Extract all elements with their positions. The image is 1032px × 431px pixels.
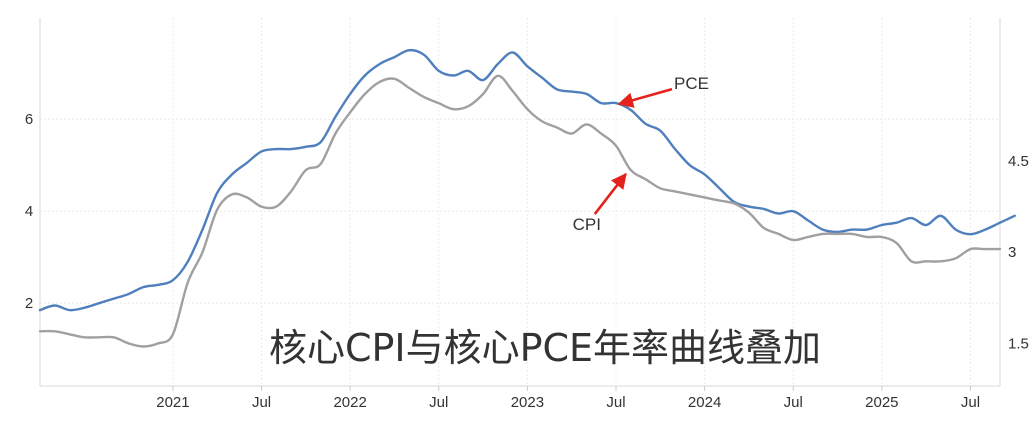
x-tick-label: Jul — [784, 394, 803, 411]
y-left-tick-label: 4 — [25, 203, 33, 220]
annotation-arrow-pce — [617, 87, 673, 108]
annotation-label-pce: PCE — [674, 74, 709, 93]
y-left-tick-label: 6 — [25, 111, 33, 128]
x-tick-label: 2025 — [865, 394, 898, 411]
annotation-arrow-cpi — [593, 172, 627, 215]
series-line-pce — [38, 48, 1016, 312]
x-tick-label: 2023 — [511, 394, 544, 411]
annotation-label-cpi: CPI — [573, 215, 601, 234]
x-tick-label: 2021 — [156, 394, 189, 411]
series-line-cpi — [38, 74, 1002, 348]
axes: 2021 Jul 2022 Jul 2023 Jul 2024 Jul 2025 Jul 2 4 6 1.… — [25, 18, 1029, 411]
y-right-tick-label: 3 — [1008, 244, 1016, 261]
x-tick-label: 2024 — [688, 394, 721, 411]
chart-title: 核心CPI与核心PCE年率曲线叠加 — [269, 326, 821, 370]
y-right-tick-label: 4.5 — [1008, 153, 1029, 170]
x-tick-label: 2022 — [333, 394, 366, 411]
x-tick-label: Jul — [961, 394, 980, 411]
series-layer — [38, 48, 1016, 348]
y-left-tick-label: 2 — [25, 295, 33, 312]
annotation-layer: PCE CPI — [573, 74, 709, 234]
y-right-tick-label: 1.5 — [1008, 335, 1029, 352]
x-tick-label: Jul — [606, 394, 625, 411]
grid — [40, 18, 1000, 386]
x-tick-label: Jul — [252, 394, 271, 411]
x-tick-label: Jul — [429, 394, 448, 411]
